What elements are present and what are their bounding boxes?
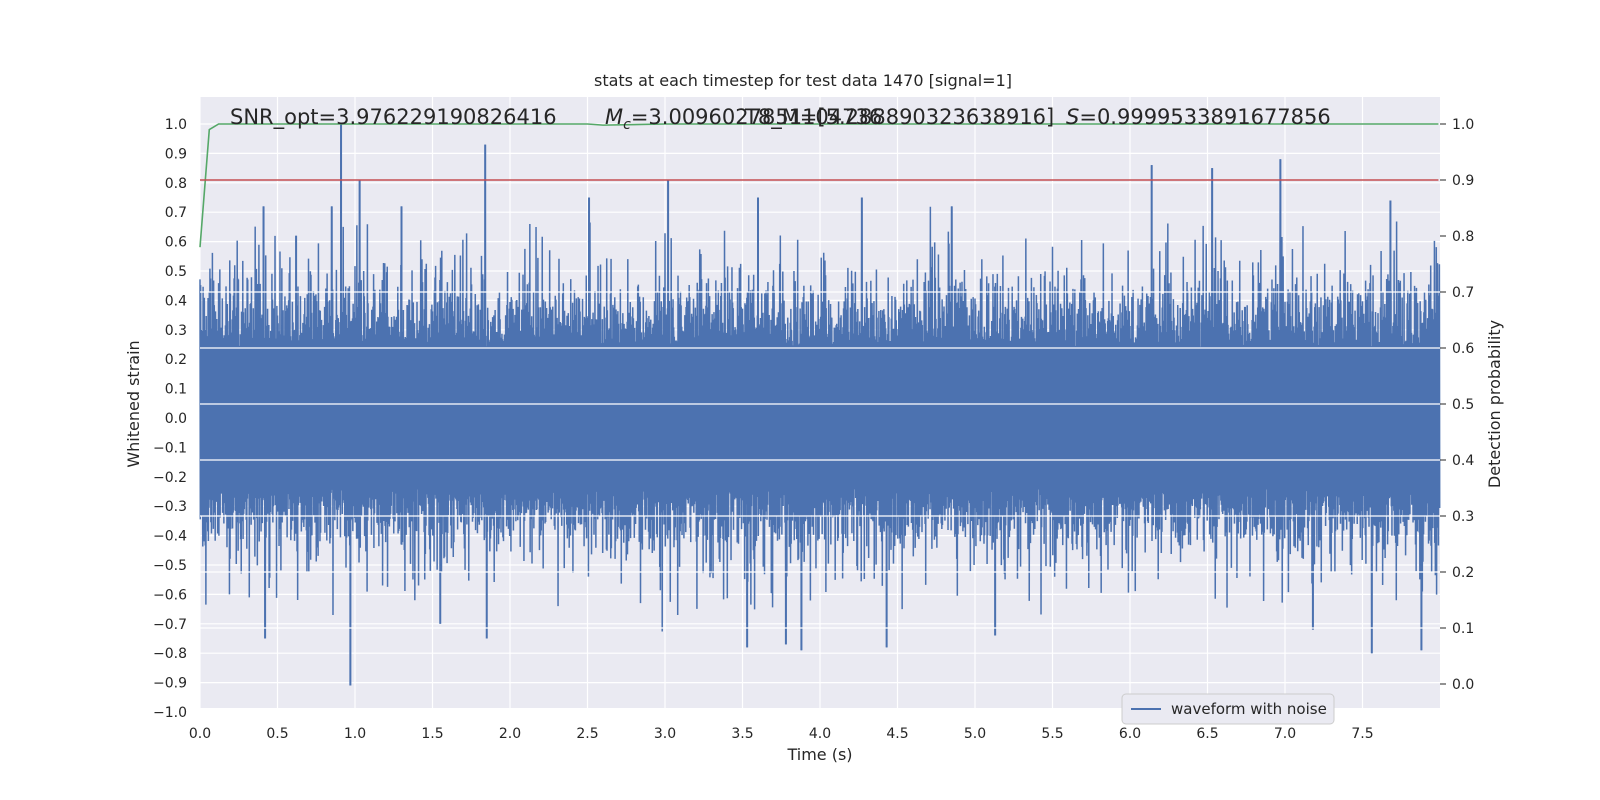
y-tick-label: 0.0: [165, 411, 187, 427]
x-tick-labels: 0.0 0.5 1.0 1.5 2.0 2.5 3.0 3.5 4.0 4.5 5.0 5.5 6.0 6…: [189, 726, 1374, 742]
x-tick-label: 7.0: [1274, 726, 1296, 742]
x-tick-label: 7.5: [1351, 726, 1373, 742]
y-tick-label: −0.2: [153, 470, 187, 486]
y-tick-label: 0.3: [165, 323, 187, 339]
probability-series: [199, 123, 1439, 248]
y-tick-label: −0.4: [153, 529, 187, 545]
x-tick-label: 0.5: [266, 726, 288, 742]
y-tick-label-right: 0.1: [1452, 621, 1474, 637]
y-tick-label: 0.5: [165, 264, 187, 280]
y-tick-label: −0.8: [153, 646, 187, 662]
y-tick-label: 1.0: [165, 117, 187, 133]
y-tick-label-right: 0.9: [1452, 173, 1474, 189]
chirp-mass-value: =3.0096027851104736: [631, 105, 882, 129]
x-tick-label: 2.5: [576, 726, 598, 742]
y-tick-label-right: 0.3: [1452, 509, 1474, 525]
x-tick-label: 6.5: [1196, 726, 1218, 742]
y-tick-label: −1.0: [153, 705, 187, 721]
x-tick-label: 2.0: [499, 726, 521, 742]
waveform-series: [199, 123, 1441, 686]
x-tick-label: 5.5: [1041, 726, 1063, 742]
y-tick-label: 0.8: [165, 176, 187, 192]
y-tick-labels-left: 1.0 0.9 0.8 0.7 0.6 0.5 0.4 0.3 0.2 0.1 0.0 −0.1 −0.…: [153, 117, 187, 721]
score-annotation: S=0.9999533891677856: [1066, 105, 1331, 129]
y-tick-label: 0.2: [165, 352, 187, 368]
x-tick-label: 0.0: [189, 726, 211, 742]
y-tick-label-right: 0.6: [1452, 341, 1474, 357]
y-tick-label: 0.1: [165, 382, 187, 398]
x-tick-label: 3.0: [654, 726, 676, 742]
y-tick-labels-right: 1.0 0.9 0.8 0.7 0.6 0.5 0.4 0.3 0.2 0.1 0.0: [1440, 117, 1474, 693]
x-tick-label: 6.0: [1119, 726, 1141, 742]
score-value: =0.9999533891677856: [1079, 105, 1330, 129]
legend-label: waveform with noise: [1171, 700, 1327, 718]
y-tick-label: −0.1: [153, 440, 187, 456]
x-tick-label: 5.0: [964, 726, 986, 742]
x-tick-label: 4.5: [886, 726, 908, 742]
y-tick-label: −0.6: [153, 587, 187, 603]
y-tick-label-right: 0.8: [1452, 229, 1474, 245]
chirp-mass-symbol: M: [605, 105, 623, 129]
y-tick-label-right: 0.2: [1452, 565, 1474, 581]
detection-probability-line: [199, 123, 1439, 248]
y-tick-label: 0.6: [165, 235, 187, 251]
score-symbol: S: [1066, 105, 1079, 129]
y-tick-label: 0.9: [165, 146, 187, 162]
chirp-mass-subscript: c: [623, 117, 631, 133]
snr-annotation: SNR_opt=3.976229190826416: [230, 105, 557, 130]
y-tick-label-right: 1.0: [1452, 117, 1474, 133]
y-tick-label-right: 0.0: [1452, 677, 1474, 693]
legend: waveform with noise: [1121, 693, 1335, 725]
legend-box: [1121, 693, 1335, 725]
y-axis-label-left: Whitened strain: [124, 340, 143, 467]
chirp-mass-annotation: Mc=3.0096027851104736: [605, 105, 882, 133]
y-axis-label-right: Detection probability: [1485, 320, 1504, 488]
chart-title: stats at each timestep for test data 147…: [594, 71, 1012, 90]
merger-time-annotation: T8_M=[5.288890323638916]: [744, 105, 1054, 130]
x-tick-label: 1.5: [421, 726, 443, 742]
y-tick-label-right: 0.7: [1452, 285, 1474, 301]
x-tick-label: 3.5: [731, 726, 753, 742]
y-tick-label: −0.9: [153, 676, 187, 692]
y-tick-label: 0.4: [165, 293, 187, 309]
y-tick-label: 0.7: [165, 205, 187, 221]
x-tick-label: 1.0: [344, 726, 366, 742]
x-tick-label: 4.0: [809, 726, 831, 742]
y-tick-label: −0.5: [153, 558, 187, 574]
y-tick-label-right: 0.4: [1452, 453, 1474, 469]
y-tick-label: −0.7: [153, 617, 187, 633]
y-tick-label-right: 0.5: [1452, 397, 1474, 413]
waveform-line: [199, 123, 1441, 686]
x-axis-label: Time (s): [786, 745, 852, 764]
y-grid-right: [200, 291, 1440, 629]
y-tick-label: −0.3: [153, 499, 187, 515]
